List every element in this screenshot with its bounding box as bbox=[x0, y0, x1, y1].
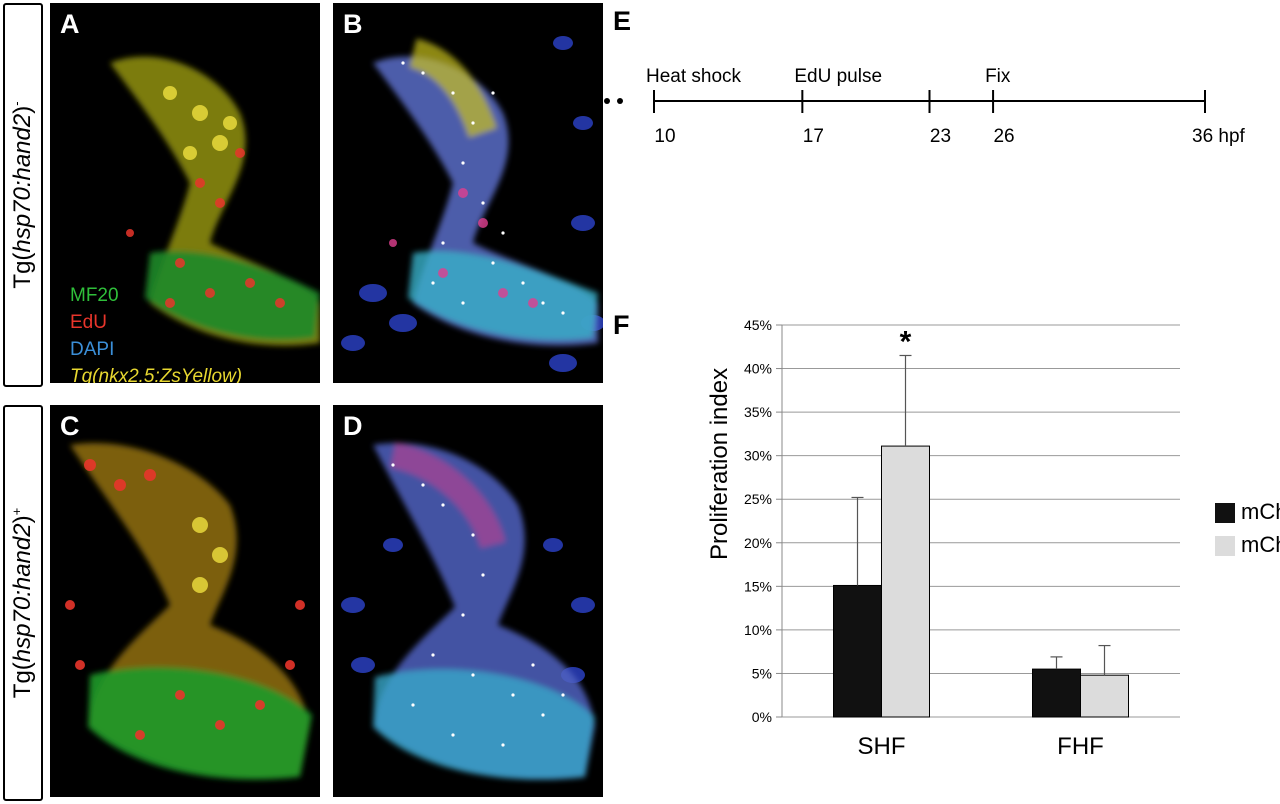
timeline-event-label: Fix bbox=[985, 66, 1011, 87]
significance-asterisk: * bbox=[900, 325, 912, 358]
y-tick-label: 10% bbox=[744, 622, 772, 638]
bar-mCherry+-FHF bbox=[1080, 674, 1129, 718]
y-tick-label: 35% bbox=[744, 404, 772, 420]
panel-label-c: C bbox=[60, 411, 80, 441]
heart-image-c bbox=[65, 443, 312, 780]
panel-label-f: F bbox=[613, 310, 630, 340]
category-label: SHF bbox=[858, 733, 906, 760]
timeline-ellipsis-dot bbox=[604, 98, 610, 104]
heart-image-d bbox=[341, 442, 595, 780]
timeline-axis bbox=[591, 90, 1206, 113]
micrograph-panel-d: D bbox=[333, 405, 603, 797]
timeline-end-label: 36 hpf bbox=[1192, 126, 1245, 147]
micrograph-panel-c: C bbox=[50, 405, 320, 797]
y-tick-label: 45% bbox=[744, 317, 772, 333]
legend-label-mcherry-neg: mCherry- bbox=[1241, 499, 1280, 524]
timeline-event-label: Heat shock bbox=[646, 66, 742, 87]
y-tick-label: 40% bbox=[744, 361, 772, 377]
timeline-tick-label: 10 bbox=[654, 126, 676, 147]
y-tick-label: 25% bbox=[744, 491, 772, 507]
timeline-tick-label: 17 bbox=[802, 126, 824, 147]
timeline-tick-label: 23 bbox=[929, 126, 952, 147]
heart-image-b bbox=[341, 36, 603, 372]
y-tick-label: 5% bbox=[752, 665, 772, 681]
row-label-hand2-negative: Tg(hsp70:hand2)- bbox=[3, 3, 43, 387]
legend-label-mcherry-pos: mCherry+ bbox=[1241, 532, 1280, 557]
bar-mCherry+-SHF bbox=[881, 445, 930, 718]
timeline-ellipsis-dot bbox=[617, 98, 623, 104]
panel-label-a: A bbox=[60, 9, 80, 39]
y-tick-label: 0% bbox=[752, 709, 772, 725]
stain-legend-dapi: DAPI bbox=[70, 339, 115, 360]
y-tick-label: 30% bbox=[744, 448, 772, 464]
bar-mCherry--SHF bbox=[833, 584, 882, 718]
timeline-event-label: EdU pulse bbox=[794, 66, 883, 87]
stain-legend-zsyellow: Tg(nkx2.5:ZsYellow) bbox=[70, 366, 243, 383]
category-label: FHF bbox=[1057, 733, 1104, 760]
row-label-hand2-positive: Tg(hsp70:hand2)+ bbox=[3, 405, 43, 801]
legend-swatch-mcherry-neg bbox=[1215, 503, 1235, 523]
panel-label-d: D bbox=[343, 411, 363, 441]
heart-image-a bbox=[110, 56, 320, 346]
bar-mCherry--FHF bbox=[1032, 668, 1081, 718]
y-tick-label: 15% bbox=[744, 578, 772, 594]
timeline-ellipsis-dot bbox=[591, 98, 597, 104]
y-tick-label: 20% bbox=[744, 535, 772, 551]
timeline-tick-label: 26 bbox=[993, 126, 1015, 147]
panel-label-b: B bbox=[343, 9, 363, 39]
y-axis-label: Proliferation index bbox=[706, 367, 733, 560]
micrograph-panel-a: A MF20 EdU DAPI Tg(nkx2.5:ZsYellow) bbox=[50, 3, 320, 383]
stain-legend-mf20: MF20 bbox=[70, 285, 119, 306]
panel-label-e: E bbox=[613, 6, 632, 36]
stain-legend-edu: EdU bbox=[70, 312, 107, 333]
legend-swatch-mcherry-pos bbox=[1215, 536, 1235, 556]
micrograph-panel-b: B bbox=[333, 3, 603, 383]
